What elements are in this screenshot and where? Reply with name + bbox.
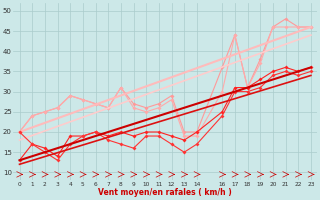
X-axis label: Vent moyen/en rafales ( km/h ): Vent moyen/en rafales ( km/h ) [98,188,232,197]
